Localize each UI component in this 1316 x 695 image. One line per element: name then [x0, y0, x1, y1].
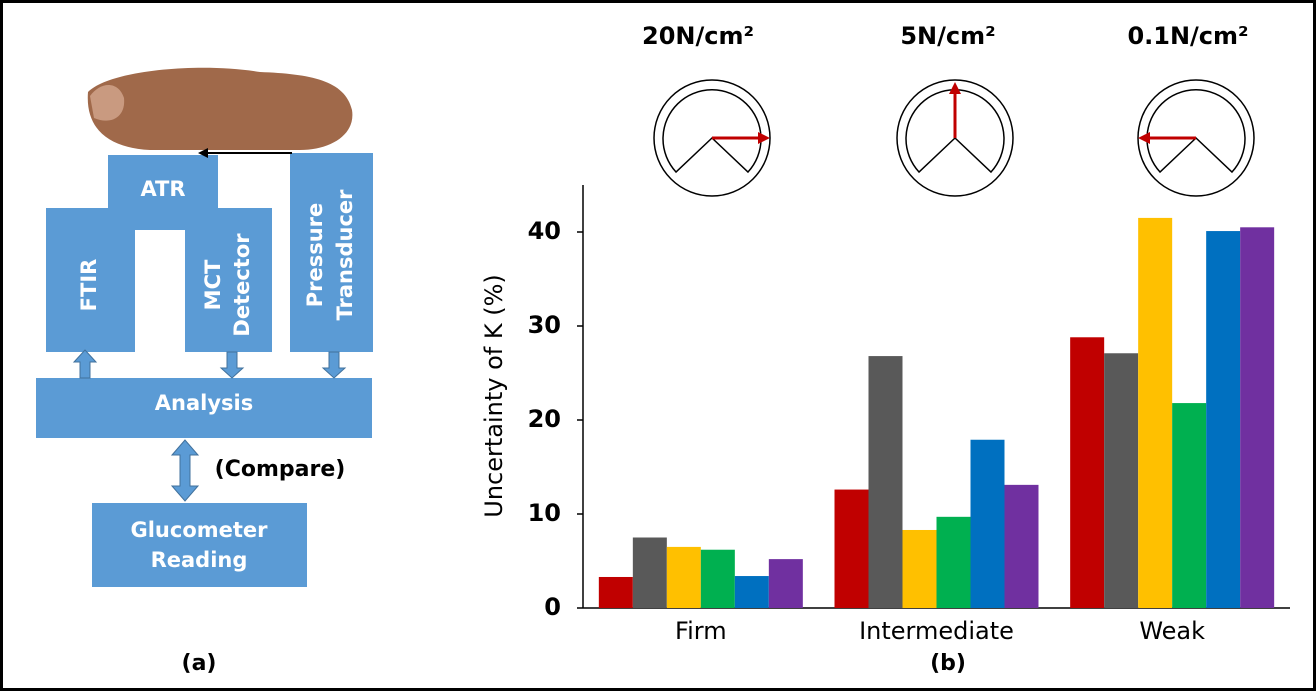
figure: ATR FTIR MCT Detector Pressure Transduce… [0, 0, 1316, 691]
bar [937, 517, 971, 608]
bar [1104, 353, 1138, 608]
bar [1206, 231, 1240, 608]
bar [869, 356, 903, 608]
bar [1005, 485, 1039, 608]
x-tick-label: Firm [675, 617, 727, 645]
y-tick-label: 20 [528, 405, 561, 433]
glucometer-label: Reading [151, 548, 248, 572]
bar [903, 530, 937, 608]
gauge-label: 5N/cm² [900, 22, 995, 50]
bar [1070, 337, 1104, 608]
mct-label: Detector [230, 233, 254, 337]
x-tick-label: Intermediate [859, 617, 1014, 645]
y-axis-label: Uncertainty of K (%) [480, 274, 508, 518]
analysis-label: Analysis [155, 391, 253, 415]
panel-label: (a) [182, 651, 217, 676]
panel-label: (b) [930, 651, 966, 676]
pressure-label: Transducer [333, 189, 357, 321]
ftir-label: FTIR [77, 259, 101, 312]
bar [769, 559, 803, 608]
gauge-label: 0.1N/cm² [1127, 22, 1248, 50]
gauge-label: 20N/cm² [642, 22, 754, 50]
y-tick-label: 40 [528, 217, 561, 245]
y-tick-label: 10 [528, 499, 561, 527]
bar [735, 576, 769, 608]
glucometer-box [92, 503, 307, 587]
finger [88, 68, 353, 150]
bar [835, 490, 869, 608]
bar [1240, 227, 1274, 608]
pressure-label: Pressure [303, 203, 327, 308]
compare-label: (Compare) [215, 457, 346, 482]
bar [599, 577, 633, 608]
atr-label: ATR [140, 177, 185, 201]
bar [971, 440, 1005, 608]
y-tick-label: 0 [544, 593, 561, 621]
y-tick-label: 30 [528, 311, 561, 339]
bar [701, 550, 735, 608]
bar [1172, 403, 1206, 608]
mct-label: MCT [201, 259, 225, 310]
bar [633, 538, 667, 609]
bar [667, 547, 701, 608]
bar [1138, 218, 1172, 608]
glucometer-label: Glucometer [130, 518, 268, 542]
x-tick-label: Weak [1139, 617, 1205, 645]
